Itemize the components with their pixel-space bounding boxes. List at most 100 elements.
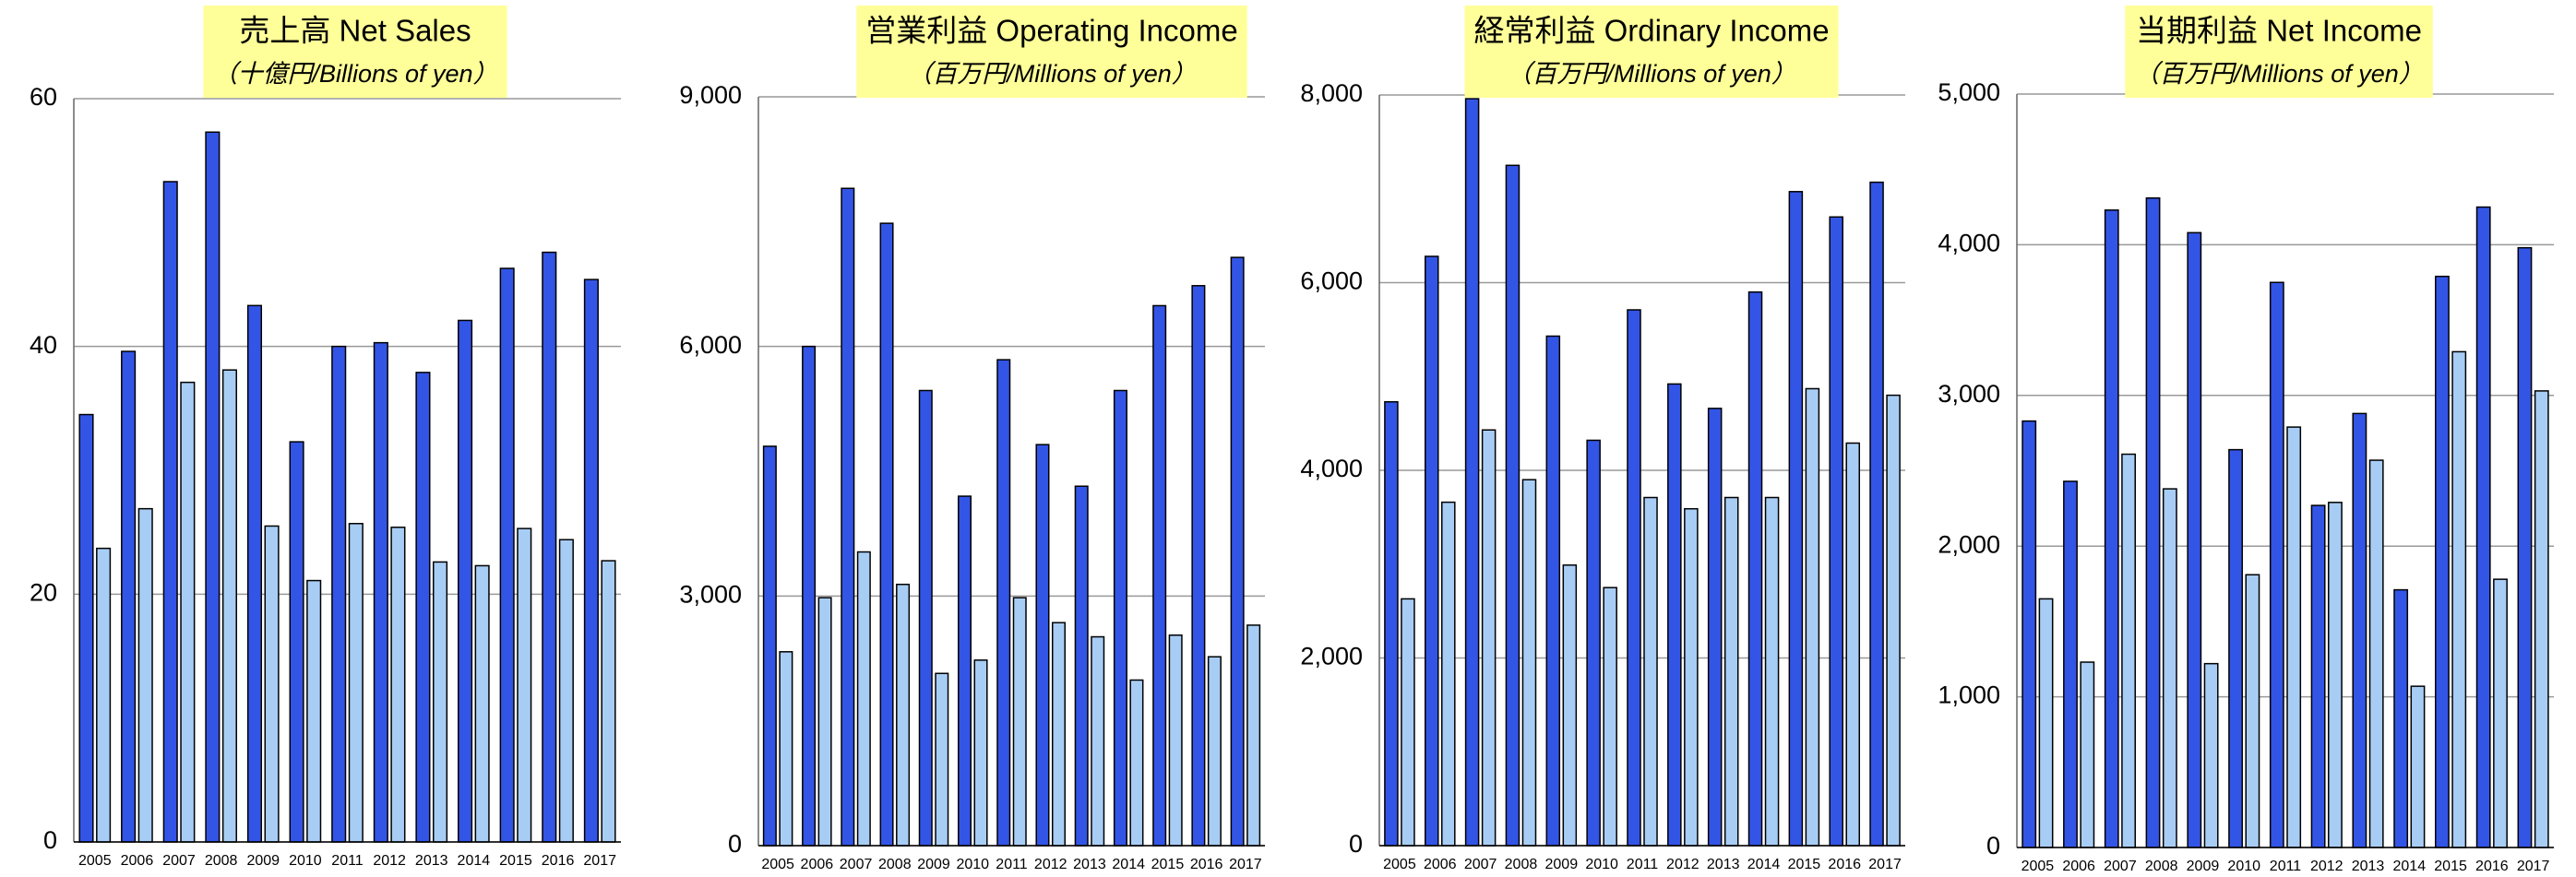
chart-title: 売上高 Net Sales [239,14,471,48]
bar [2080,661,2095,848]
bar [896,583,911,847]
y-tick-label: 0 [1986,832,2000,859]
x-tick-label: 2011 [1627,857,1659,872]
bar [2269,281,2284,848]
bar [348,523,364,843]
x-tick-label: 2005 [761,857,794,872]
x-tick-label: 2012 [1034,857,1067,872]
x-tick-label: 2006 [801,857,834,872]
bar [542,251,557,843]
bar [1684,507,1699,847]
y-tick-label: 0 [43,826,57,854]
x-tick-label: 2012 [1666,857,1699,872]
bar [1424,255,1439,847]
x-tick-label: 2013 [1707,857,1740,872]
y-tick-label: 20 [30,578,57,606]
bar [1788,191,1804,847]
x-tick-label: 2007 [2104,859,2137,874]
x-tick-label: 2011 [996,857,1028,872]
x-tick-label: 2017 [1229,857,1262,872]
x-tick-label: 2005 [1383,857,1416,872]
x-tick-label: 2008 [1505,857,1538,872]
bar [1586,439,1601,847]
bar [601,560,616,843]
x-tick-label: 2016 [542,853,575,869]
bar [78,413,94,843]
bar [1643,496,1658,847]
bar [180,381,196,843]
bar [162,181,178,843]
bar [2063,480,2078,848]
y-tick-label: 0 [1349,830,1363,858]
bar [1505,164,1521,847]
bar [2475,206,2491,848]
bar [762,445,777,847]
x-tick-label: 2017 [1868,857,1902,872]
x-tick-label: 2007 [840,857,873,872]
y-tick-label: 6,000 [1300,267,1363,295]
bar [2435,275,2450,848]
y-tick-label: 2,000 [1938,530,2000,558]
chart-panel: 0 1,000 2,000 3,000 4,000 5,000 2005 2006 2007 20… [1938,78,2554,874]
chart-panel: 0 2,000 4,000 6,000 8,000 2005 2006 2007 2008 200… [1300,79,1905,872]
bar [2187,231,2202,848]
x-tick-label: 2017 [2517,859,2550,874]
bar [96,547,112,843]
bar [1401,598,1415,847]
bar [1707,408,1723,847]
bar [2021,420,2037,848]
x-tick-label: 2015 [1788,857,1821,872]
title-box [1464,6,1839,98]
bar [246,304,263,843]
y-tick-label: 9,000 [679,81,742,109]
x-tick-label: 2006 [2062,859,2095,874]
title-box [203,6,507,98]
x-tick-label: 2010 [289,853,322,869]
y-tick-label: 4,000 [1300,455,1363,482]
x-tick-label: 2013 [1073,857,1106,872]
bar [1191,285,1206,847]
x-tick-label: 2005 [2021,859,2055,874]
bar [415,372,431,843]
y-tick-label: 6,000 [679,331,742,359]
y-tick-label: 3,000 [679,580,742,608]
bar [856,551,871,847]
bar [2245,574,2260,848]
bar [1747,290,1763,847]
y-tick-label: 5,000 [1938,78,2000,106]
x-tick-label: 2014 [458,853,491,869]
x-tick-label: 2012 [2310,859,2343,874]
bar [1805,387,1820,847]
x-tick-label: 2015 [499,853,532,869]
bar [841,187,855,847]
bar [2517,246,2533,848]
bar [1886,394,1901,847]
bar [2493,578,2508,848]
x-tick-label: 2010 [1585,857,1618,872]
x-tick-label: 2014 [2393,859,2427,874]
bar [306,579,322,843]
x-tick-label: 2009 [1545,857,1579,872]
y-tick-label: 3,000 [1938,380,2000,408]
bar [1384,400,1399,847]
bar [2352,412,2367,848]
x-tick-label: 2005 [78,853,112,869]
bar [1481,429,1497,847]
bar [779,651,793,847]
y-tick-label: 4,000 [1938,230,2000,257]
chart-panel: 0 3,000 6,000 9,000 2005 2006 2007 2008 2009 2010… [679,81,1265,872]
bar [1545,335,1561,847]
bar [1113,389,1127,847]
x-tick-label: 2012 [373,853,406,869]
bar [1521,479,1537,847]
bar [2534,390,2549,848]
x-tick-label: 2006 [1424,857,1457,872]
x-tick-label: 2010 [2227,859,2260,874]
bar [205,131,221,843]
x-tick-label: 2013 [2352,859,2385,874]
y-tick-label: 40 [30,331,57,359]
bar [2038,598,2054,848]
x-tick-label: 2009 [2187,859,2220,874]
bar [1168,634,1183,847]
bar [331,345,347,843]
